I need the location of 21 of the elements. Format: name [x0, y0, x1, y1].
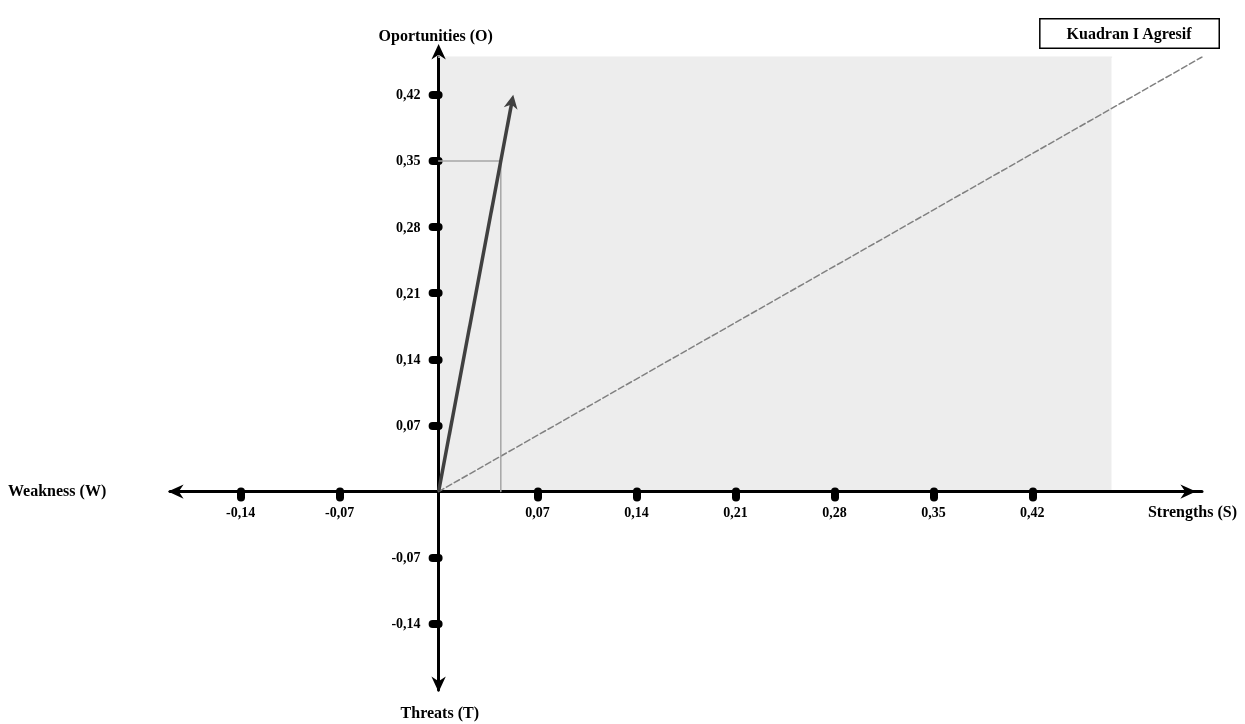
- text: Kuadran I Agresif: [1066, 25, 1193, 43]
- y-tick-label: 0,35: [396, 153, 421, 169]
- y-axis-title: Oportunities (O): [378, 26, 493, 45]
- text: Weakness (W): [8, 482, 107, 501]
- y-tick-label: 0,28: [396, 219, 421, 235]
- x-tick-label: 0,42: [1020, 505, 1045, 521]
- text: Threats (T): [400, 703, 479, 722]
- x-tick-label: 0,35: [921, 505, 946, 521]
- y-tick-label: -0,14: [391, 616, 421, 632]
- y-tick-label: 0,14: [396, 351, 421, 367]
- x-tick-label: -0,07: [325, 505, 355, 521]
- x-tick-label: 0,07: [525, 505, 550, 521]
- x-tick-label: -0,14: [226, 505, 256, 521]
- x-tick-label: 0,14: [624, 505, 649, 521]
- y-tick-label: 0,07: [396, 417, 421, 433]
- y-tick-label: -0,07: [391, 550, 421, 566]
- x-tick-label: 0,28: [822, 505, 847, 521]
- y-tick-label: 0,21: [396, 285, 421, 301]
- x-axis-title: Strengths (S): [1147, 503, 1237, 522]
- y-tick-label: 0,42: [396, 87, 421, 103]
- x-tick-label: 0,21: [723, 505, 748, 521]
